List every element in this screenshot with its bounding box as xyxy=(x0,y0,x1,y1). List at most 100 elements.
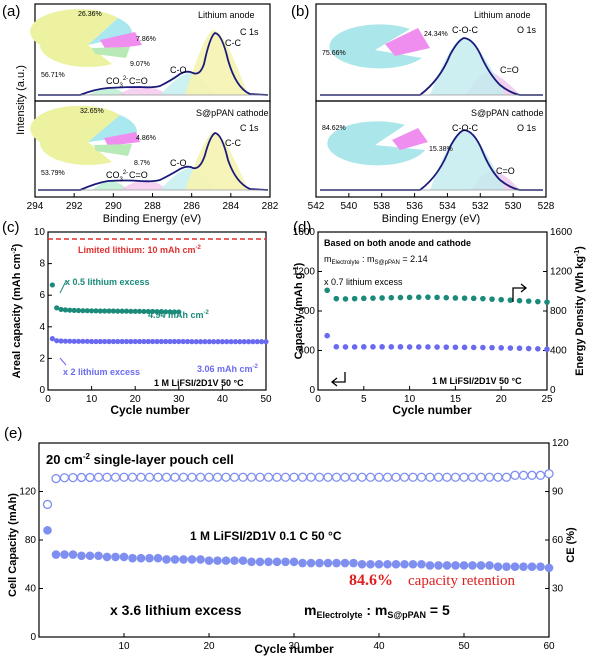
limited-lithium-label: Limited lithium: 10 mAh cm-2 xyxy=(78,245,202,255)
y-tick-label: 800 xyxy=(298,306,315,317)
label-x05: x 0.5 lithium excess xyxy=(65,277,150,287)
data-point xyxy=(417,559,426,569)
data-point xyxy=(485,561,494,570)
data-point xyxy=(145,338,151,345)
data-point xyxy=(476,472,486,482)
data-point xyxy=(62,338,69,344)
data-point xyxy=(115,308,121,314)
panel-label-d: (d) xyxy=(293,219,311,236)
data-point xyxy=(498,296,505,303)
y-tick-label: 40 xyxy=(25,584,37,595)
data-point xyxy=(85,551,95,561)
peak-label-co: C-O xyxy=(170,65,187,75)
data-point xyxy=(187,472,197,482)
data-point xyxy=(342,296,349,302)
data-point xyxy=(110,338,116,345)
panel-b-bottom-frame xyxy=(315,100,547,198)
pie-value: 24.34% xyxy=(424,31,448,38)
data-point xyxy=(382,472,393,482)
data-point xyxy=(42,499,53,510)
data-point xyxy=(106,338,112,345)
data-point xyxy=(119,308,125,314)
data-point xyxy=(443,344,450,350)
peak-label-ceo: C=O xyxy=(496,166,515,176)
data-point xyxy=(179,555,188,564)
spectrum-line xyxy=(38,132,269,191)
data-point xyxy=(141,308,147,315)
data-point xyxy=(128,308,134,314)
data-point xyxy=(158,309,164,315)
data-point xyxy=(132,338,138,345)
panel-e-marks xyxy=(42,469,554,573)
data-point xyxy=(224,339,230,345)
data-point xyxy=(535,470,546,480)
pie-slice-cyan xyxy=(88,18,133,45)
data-point xyxy=(247,557,256,567)
data-point xyxy=(67,338,73,344)
data-point xyxy=(484,472,495,482)
data-point xyxy=(493,562,503,571)
y2-tick-label: 400 xyxy=(550,346,567,357)
sample-label-cathode: S@pPAN cathode xyxy=(471,108,544,118)
peak-label-coc: C-O-C xyxy=(452,25,478,35)
data-point xyxy=(221,556,231,565)
arrow-left-icon xyxy=(330,372,346,387)
data-point xyxy=(544,346,550,353)
data-point xyxy=(425,344,431,350)
data-point xyxy=(167,338,173,345)
data-point xyxy=(229,472,240,482)
data-point xyxy=(76,472,87,483)
peak-label-co3: CO32- xyxy=(106,170,128,183)
data-point xyxy=(232,339,239,345)
peak-coc xyxy=(430,38,505,95)
data-point xyxy=(493,472,503,482)
axis-label-cell-capacity: Cell Capacity (mAh) xyxy=(7,493,19,597)
data-point xyxy=(80,338,86,344)
pie-slice-magenta xyxy=(100,32,142,50)
peak-cc xyxy=(185,30,248,95)
label-x2: x 2 lithium excess xyxy=(63,367,140,377)
x-tick-label: 294 xyxy=(27,201,44,212)
y-tick-label: 8 xyxy=(39,259,45,270)
data-point xyxy=(49,282,55,288)
data-point xyxy=(102,552,112,562)
data-point xyxy=(340,558,350,568)
d-basis-label: Based on both anode and cathode xyxy=(324,238,471,248)
data-point xyxy=(425,294,431,300)
axis-label-ce: CE (%) xyxy=(565,527,577,563)
data-point xyxy=(136,338,143,345)
data-point xyxy=(298,558,307,568)
annotation-arrow xyxy=(59,357,67,366)
y-tick-label: 80 xyxy=(25,535,37,546)
data-point xyxy=(141,338,147,345)
label-306: 3.06 mAh cm-2 xyxy=(197,364,259,374)
axis-label-cycle-e: Cycle number xyxy=(254,642,334,656)
data-point xyxy=(406,344,413,350)
data-point xyxy=(204,556,214,565)
y-tick-label: 6 xyxy=(39,290,45,301)
data-point xyxy=(254,339,260,345)
data-point xyxy=(195,472,206,482)
x-tick-label: 290 xyxy=(105,201,122,212)
data-point xyxy=(415,294,422,300)
panel-a-top-spectrum xyxy=(38,30,269,96)
data-point xyxy=(467,472,478,482)
element-label-o1s: O 1s xyxy=(517,123,537,133)
data-point xyxy=(333,343,340,350)
axis-label-binding-energy-b: Binding Energy (eV) xyxy=(382,213,480,225)
data-point xyxy=(219,339,225,345)
data-point xyxy=(498,345,505,351)
data-point xyxy=(489,296,495,302)
data-point xyxy=(357,559,367,569)
data-point xyxy=(289,472,299,482)
retention-percent: 84.6% xyxy=(349,572,393,589)
data-point xyxy=(211,339,217,345)
panel-label-b: (b) xyxy=(291,3,309,20)
data-point xyxy=(323,558,333,568)
data-point xyxy=(162,555,171,564)
data-point xyxy=(452,344,459,351)
pie-a-bottom xyxy=(30,105,140,165)
data-point xyxy=(434,294,440,301)
data-point xyxy=(171,338,178,345)
axis-label-cycle-c: Cycle number xyxy=(110,403,190,417)
